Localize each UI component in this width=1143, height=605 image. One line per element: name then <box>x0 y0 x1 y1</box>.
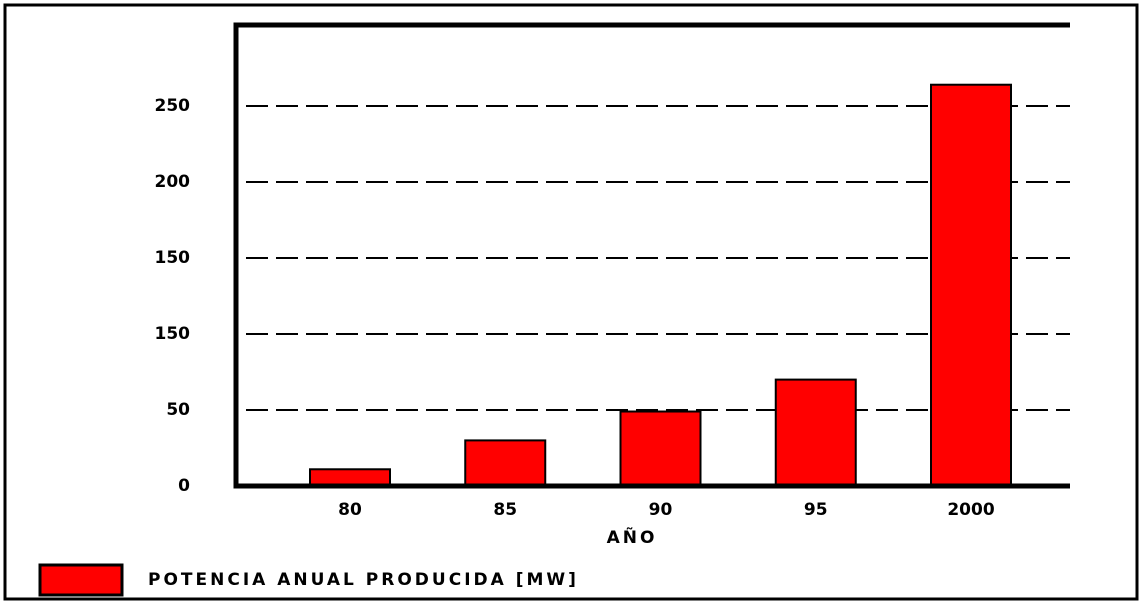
y-tick-label: 150 <box>155 248 191 268</box>
y-tick-label: 250 <box>155 96 191 116</box>
bar <box>774 378 857 488</box>
x-tick-label: 80 <box>338 500 362 520</box>
x-tick-label: 2000 <box>947 500 994 520</box>
frame <box>3 3 1139 601</box>
x-tick-label: 85 <box>493 500 517 520</box>
bar <box>930 83 1012 487</box>
x-tick-label: 90 <box>649 500 673 520</box>
y-tick-label: 150 <box>155 324 191 344</box>
bar <box>619 410 702 487</box>
legend-swatch <box>38 563 124 597</box>
bar <box>464 439 547 487</box>
legend-label: POTENCIA ANUAL PRODUCIDA [MW] <box>148 570 579 590</box>
y-tick-label: 200 <box>155 172 191 192</box>
y-tick-label: 50 <box>166 400 190 420</box>
x-tick-label: 95 <box>804 500 828 520</box>
bar <box>309 468 391 487</box>
y-tick-label: 0 <box>178 476 190 496</box>
x-axis-label: AÑO <box>607 525 658 548</box>
plot-frame <box>233 22 1070 489</box>
